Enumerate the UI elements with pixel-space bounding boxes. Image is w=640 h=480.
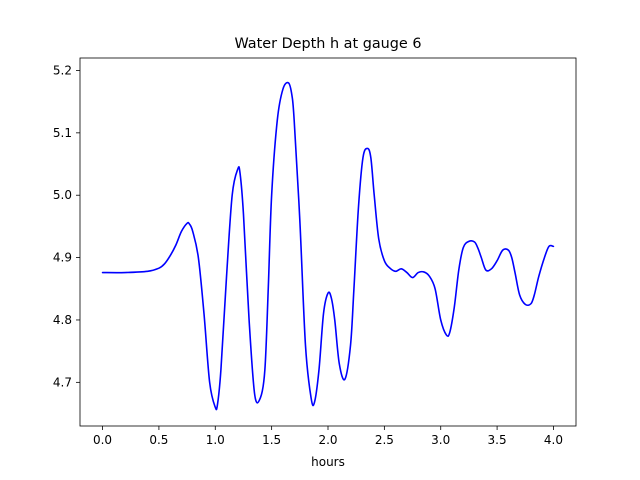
y-tick-label: 5.0: [53, 188, 72, 202]
y-ticks: 4.7 4.8 4.9 5.0 5.1 5.2: [53, 63, 80, 389]
x-axis-label: hours: [311, 455, 345, 469]
y-tick-label: 4.9: [53, 251, 72, 265]
chart-title: Water Depth h at gauge 6: [234, 36, 421, 52]
x-tick-label: 0.0: [93, 433, 112, 447]
x-tick-label: 2.5: [375, 433, 394, 447]
plot-area: [80, 58, 576, 426]
data-line: [101, 81, 555, 411]
x-tick-label: 4.0: [544, 433, 563, 447]
x-tick-label: 2.0: [318, 433, 337, 447]
y-tick-label: 5.1: [53, 126, 72, 140]
x-tick-label: 0.5: [149, 433, 168, 447]
x-tick-label: 1.0: [206, 433, 225, 447]
x-ticks: 0.0 0.5 1.0 1.5 2.0 2.5 3.0 3.5 4.0: [93, 426, 563, 447]
y-tick-label: 4.8: [53, 313, 72, 327]
x-tick-label: 1.5: [262, 433, 281, 447]
y-tick-label: 4.7: [53, 375, 72, 389]
y-tick-label: 5.2: [53, 63, 72, 77]
x-tick-label: 3.5: [488, 433, 507, 447]
x-tick-label: 3.0: [431, 433, 450, 447]
